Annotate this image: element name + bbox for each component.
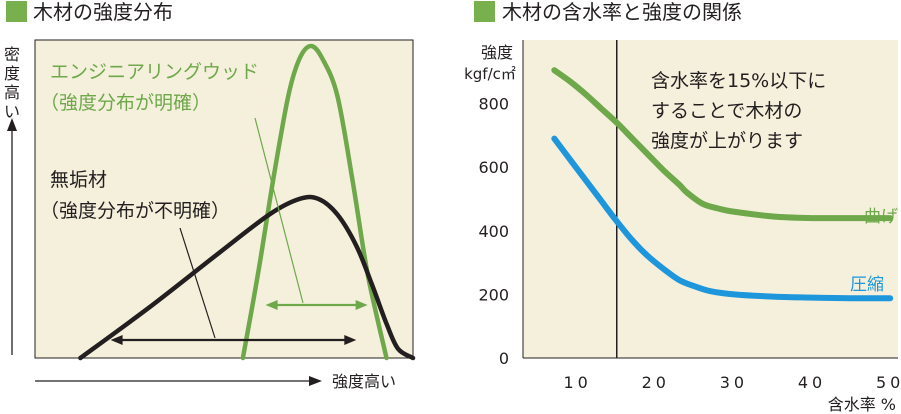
right-x-tick-label: 40 bbox=[798, 373, 826, 392]
right-x-tick-label: 20 bbox=[642, 373, 670, 392]
right-curves bbox=[551, 67, 894, 302]
right-x-tick-labels: 10 20 30 40 50 bbox=[564, 373, 901, 392]
engineered-wood-label: エンジニアリングウッド bbox=[50, 61, 259, 83]
compression-strength-curve bbox=[551, 135, 894, 302]
left-y-axis-label-char: 密 bbox=[4, 45, 20, 64]
engineered-wood-curve bbox=[240, 43, 389, 361]
solid-wood-spread-arrow-head-left bbox=[110, 335, 123, 345]
series-label-bending: 曲げ bbox=[864, 207, 898, 227]
series-label-compression: 圧縮 bbox=[850, 275, 884, 295]
right-y-tick-label: 800 bbox=[478, 95, 509, 114]
right-x-tick-label: 50 bbox=[876, 373, 901, 392]
left-spread-arrows bbox=[110, 300, 368, 345]
right-chart-title: 木材の含水率と強度の関係 bbox=[502, 0, 742, 24]
right-x-axis-label: 含水率 % bbox=[828, 395, 896, 414]
right-annotation-line-3: 強度が上がります bbox=[651, 130, 803, 152]
right-y-axis-unit: kgf/c㎡ bbox=[464, 65, 516, 83]
left-y-axis-label-char: 度 bbox=[4, 64, 20, 83]
right-y-tick-labels: 0 200 400 600 800 bbox=[478, 95, 509, 368]
left-y-axis-label-char: 高 bbox=[4, 83, 20, 102]
right-header-square bbox=[474, 1, 495, 22]
bending-strength-curve bbox=[551, 67, 894, 222]
left-header-square bbox=[6, 1, 27, 22]
right-annotation-line-2: することで木材の bbox=[651, 100, 802, 122]
right-y-tick-label: 600 bbox=[478, 158, 509, 177]
left-x-axis-label: 強度高い bbox=[332, 372, 396, 391]
solid-wood-label: 無垢材 bbox=[50, 169, 107, 191]
left-y-axis-label-char: い bbox=[4, 102, 20, 121]
right-y-tick-label: 0 bbox=[499, 349, 509, 368]
engineered-wood-leader-line bbox=[254, 117, 304, 304]
solid-wood-leader-line bbox=[179, 227, 216, 339]
solid-wood-note: （強度分布が不明確） bbox=[40, 200, 230, 222]
right-y-axis-label: 強度 bbox=[481, 43, 513, 62]
solid-wood-spread-arrow-head-right bbox=[344, 335, 357, 345]
right-annotation-line-1: 含水率を15%以下に bbox=[651, 70, 826, 92]
right-x-tick-label: 10 bbox=[564, 373, 592, 392]
right-x-tick-label: 30 bbox=[720, 373, 748, 392]
left-x-axis-arrowhead bbox=[309, 376, 322, 386]
right-y-tick-label: 400 bbox=[478, 222, 509, 241]
right-y-tick-label: 200 bbox=[478, 285, 509, 304]
engineered-wood-spread-arrow-head-left bbox=[265, 300, 278, 310]
left-chart-title: 木材の強度分布 bbox=[33, 0, 173, 24]
solid-wood-curve bbox=[78, 194, 416, 361]
left-curves bbox=[78, 43, 416, 361]
left-y-axis-arrowhead bbox=[7, 118, 17, 131]
engineered-wood-spread-arrow-head-right bbox=[355, 300, 368, 310]
engineered-wood-note: （強度分布が明確） bbox=[40, 92, 211, 114]
